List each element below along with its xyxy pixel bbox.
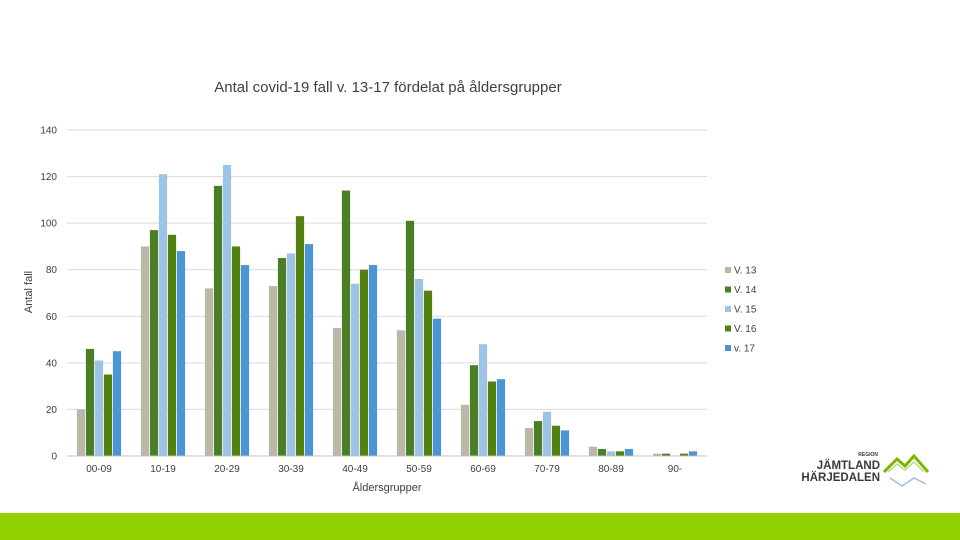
y-tick-label: 60 — [46, 312, 58, 323]
legend-label: V. 14 — [734, 285, 757, 296]
x-tick-label: 70-79 — [534, 464, 560, 475]
bar-50-59-v15 — [414, 279, 424, 456]
bar-30-39-v17 — [304, 244, 314, 456]
bar-00-09-v17 — [112, 351, 122, 456]
bar-60-69-v15 — [478, 344, 488, 456]
bar-80-89-v16 — [615, 451, 625, 456]
bar-50-59-v13 — [396, 330, 406, 456]
x-tick-label: 00-09 — [86, 464, 112, 475]
y-tick-label: 40 — [46, 358, 58, 369]
bar-80-89-v13 — [588, 446, 598, 456]
y-tick-label: 120 — [40, 172, 57, 183]
bar-70-79-v14 — [533, 421, 543, 456]
bar-30-39-v13 — [268, 286, 278, 456]
bar-60-69-v13 — [460, 404, 470, 456]
bar-50-59-v14 — [405, 220, 415, 456]
bar-80-89-v17 — [624, 449, 634, 456]
bar-20-29-v14 — [213, 185, 223, 456]
y-tick-label: 140 — [40, 126, 57, 137]
bar-50-59-v16 — [423, 290, 433, 456]
bar-40-49-v15 — [350, 283, 360, 456]
bar-10-19-v13 — [140, 246, 150, 456]
bar-30-39-v16 — [295, 216, 305, 456]
x-tick-label: 20-29 — [214, 464, 240, 475]
x-tick-label: 10-19 — [150, 464, 176, 475]
legend-label: V. 13 — [734, 266, 757, 277]
bar-90--v16 — [679, 453, 689, 456]
x-tick-label: 50-59 — [406, 464, 432, 475]
bar-20-29-v16 — [231, 246, 241, 456]
legend-swatch — [725, 267, 731, 273]
bar-90--v14 — [661, 453, 671, 456]
bar-00-09-v16 — [103, 374, 113, 456]
bar-70-79-v17 — [560, 430, 570, 456]
legend-label: v. 17 — [734, 344, 755, 355]
x-axis-label: Åldersgrupper — [352, 481, 421, 494]
bar-10-19-v17 — [176, 251, 186, 456]
bar-70-79-v15 — [542, 411, 552, 456]
y-tick-label: 80 — [46, 265, 58, 276]
bar-20-29-v17 — [240, 265, 250, 456]
bar-60-69-v14 — [469, 365, 479, 456]
bar-40-49-v17 — [368, 265, 378, 456]
bar-10-19-v15 — [158, 174, 168, 457]
x-tick-label: 80-89 — [598, 464, 624, 475]
bottom-accent-bar — [0, 513, 960, 540]
bar-60-69-v17 — [496, 379, 506, 456]
bar-10-19-v14 — [149, 230, 159, 456]
bar-00-09-v13 — [76, 409, 86, 456]
bars — [76, 164, 698, 457]
logo-line2: HÄRJEDALEN — [801, 471, 880, 484]
logo-line1: JÄMTLAND — [817, 459, 880, 472]
bar-90--v17 — [688, 451, 698, 456]
bar-30-39-v15 — [286, 253, 296, 456]
bar-90--v13 — [652, 453, 662, 456]
legend-swatch — [725, 286, 731, 293]
y-tick-label: 100 — [40, 219, 57, 230]
x-tick-label: 90- — [668, 464, 682, 475]
legend-swatch — [725, 345, 731, 351]
bar-60-69-v16 — [487, 381, 497, 456]
legend-swatch — [725, 325, 731, 332]
axes: 0 20 40 60 80 100 120 140 00-09 10-19 20-29 30-39 40… — [40, 126, 707, 475]
bar-70-79-v16 — [551, 425, 561, 456]
legend-swatch — [725, 306, 731, 312]
x-tick-label: 60-69 — [470, 464, 496, 475]
bar-40-49-v16 — [359, 269, 369, 456]
logo-region-text: REGION — [858, 452, 878, 458]
bar-80-89-v14 — [597, 449, 607, 456]
y-tick-label: 0 — [51, 452, 57, 463]
y-tick-label: 20 — [46, 405, 58, 416]
bar-40-49-v14 — [341, 190, 351, 457]
bar-00-09-v14 — [85, 348, 95, 456]
bar-30-39-v14 — [277, 258, 287, 456]
x-tick-label: 30-39 — [278, 464, 304, 475]
bar-20-29-v15 — [222, 164, 232, 456]
region-logo: REGION JÄMTLAND HÄRJEDALEN — [801, 452, 930, 487]
x-tick-label: 40-49 — [342, 464, 368, 475]
bar-20-29-v13 — [204, 288, 214, 456]
bar-00-09-v15 — [94, 360, 104, 456]
bar-40-49-v13 — [332, 327, 342, 456]
bar-80-89-v15 — [606, 451, 616, 456]
legend-label: V. 15 — [734, 305, 757, 316]
legend-label: V. 16 — [734, 324, 757, 335]
bar-70-79-v13 — [524, 428, 534, 456]
mountain-logo-icon — [882, 453, 930, 487]
bar-10-19-v16 — [167, 234, 177, 456]
legend: V. 13 V. 14 V. 15 V. 16 v. 17 — [725, 266, 757, 355]
y-axis-label: Antal fall — [23, 271, 35, 313]
chart-title: Antal covid-19 fall v. 13-17 fördelat på… — [214, 79, 561, 96]
bar-50-59-v17 — [432, 318, 442, 456]
